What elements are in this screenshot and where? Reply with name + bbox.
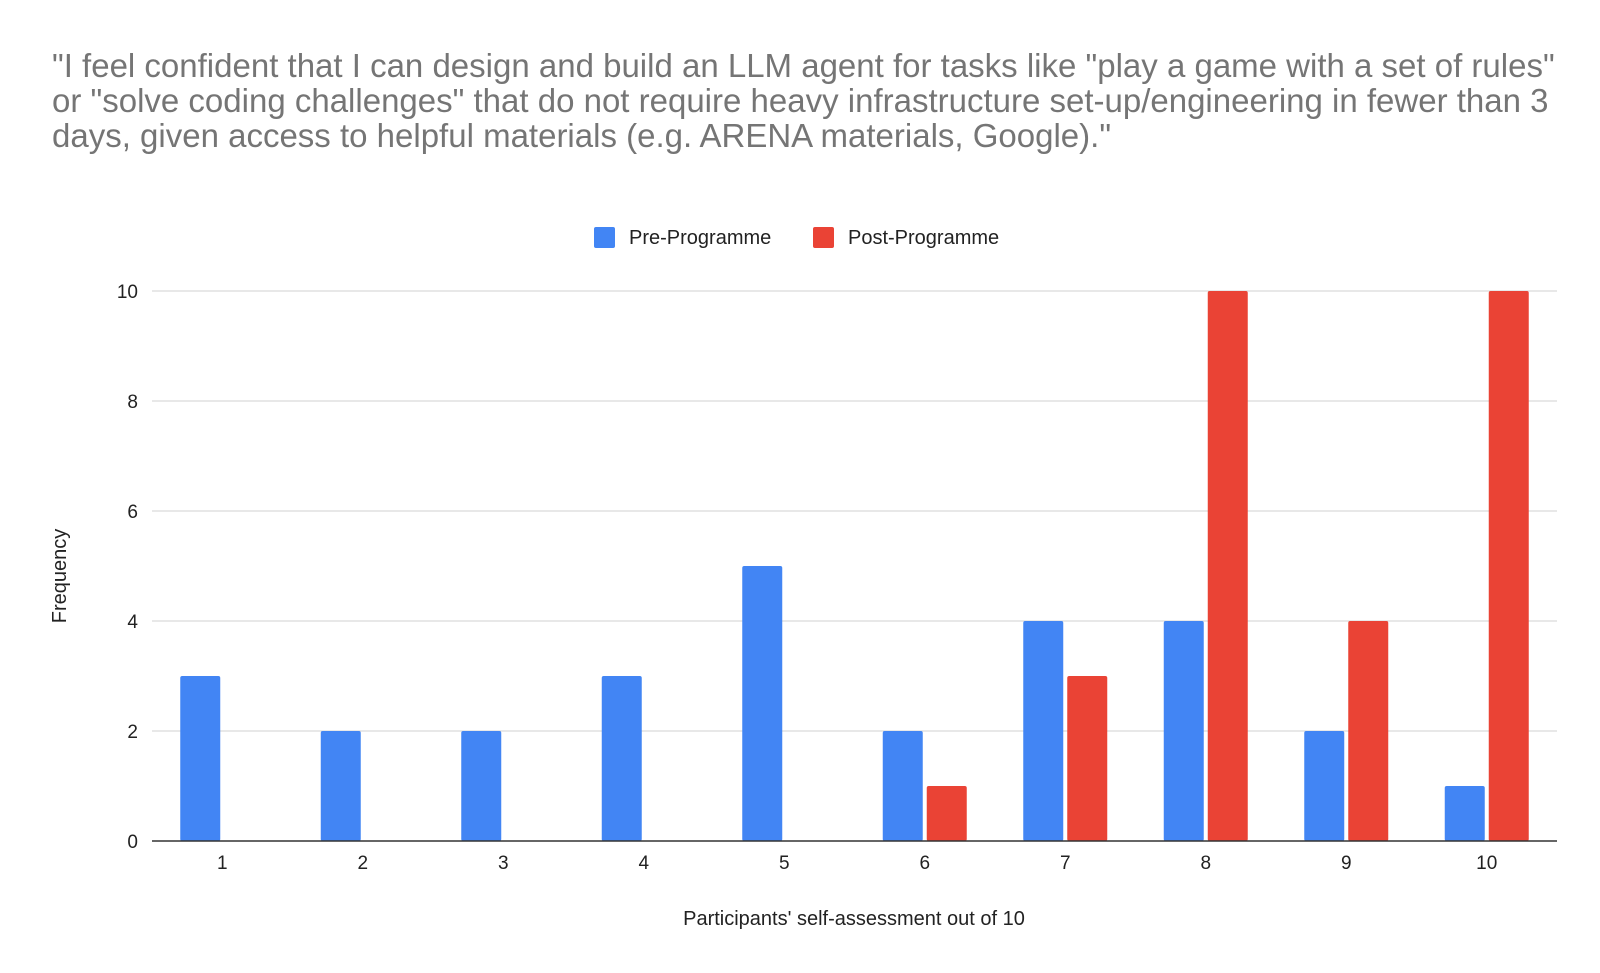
bar-pre-programme-9 bbox=[1304, 731, 1345, 841]
gridlines bbox=[152, 290, 1557, 732]
y-tick-label: 10 bbox=[117, 282, 138, 303]
y-tick-label: 6 bbox=[127, 502, 138, 523]
bar-pre-programme-8 bbox=[1163, 621, 1204, 841]
bar-post-programme-8 bbox=[1207, 291, 1248, 841]
y-tick-label: 0 bbox=[127, 832, 138, 853]
legend: Pre-Programme Post-Programme bbox=[594, 227, 999, 249]
x-tick-label: 9 bbox=[1341, 853, 1352, 874]
x-tick-label: 4 bbox=[638, 853, 649, 874]
legend-swatch-post-programme bbox=[813, 227, 834, 248]
bar-post-programme-10 bbox=[1488, 291, 1529, 841]
x-tick-label: 1 bbox=[217, 853, 228, 874]
bar-post-programme-6 bbox=[926, 786, 967, 841]
bar-post-programme-9 bbox=[1348, 621, 1389, 841]
x-axis-title: Participants' self-assessment out of 10 bbox=[683, 908, 1025, 930]
x-tick-label: 2 bbox=[357, 853, 368, 874]
bar-pre-programme-2 bbox=[320, 731, 361, 841]
x-tick-label: 8 bbox=[1200, 853, 1211, 874]
bar-pre-programme-1 bbox=[180, 676, 221, 841]
y-axis-title: Frequency bbox=[49, 529, 71, 624]
y-tick-label: 2 bbox=[127, 722, 138, 743]
chart-title: "I feel confident that I can design and … bbox=[52, 47, 1555, 154]
y-axis-ticks: 0 2 4 6 8 10 bbox=[117, 282, 139, 853]
bar-pre-programme-5 bbox=[742, 566, 783, 841]
bar-pre-programme-3 bbox=[461, 731, 502, 841]
x-tick-label: 7 bbox=[1060, 853, 1071, 874]
legend-label-pre-programme: Pre-Programme bbox=[629, 227, 771, 249]
bar-pre-programme-10 bbox=[1444, 786, 1485, 841]
bar-post-programme-7 bbox=[1067, 676, 1108, 841]
bar-pre-programme-4 bbox=[601, 676, 642, 841]
x-axis-ticks: 1 2 3 4 5 6 7 8 9 10 bbox=[217, 853, 1497, 874]
x-tick-label: 3 bbox=[498, 853, 509, 874]
legend-swatch-pre-programme bbox=[594, 227, 615, 248]
x-tick-label: 10 bbox=[1476, 853, 1497, 874]
bars bbox=[180, 291, 1529, 841]
y-tick-label: 8 bbox=[127, 392, 138, 413]
bar-pre-programme-6 bbox=[882, 731, 923, 841]
y-tick-label: 4 bbox=[127, 612, 138, 633]
x-tick-label: 6 bbox=[919, 853, 930, 874]
bar-pre-programme-7 bbox=[1023, 621, 1064, 841]
x-tick-label: 5 bbox=[779, 853, 790, 874]
legend-label-post-programme: Post-Programme bbox=[848, 227, 999, 249]
